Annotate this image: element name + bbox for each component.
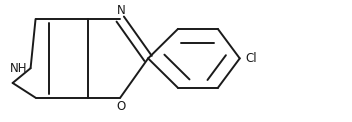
Text: N: N bbox=[117, 4, 126, 17]
Text: O: O bbox=[117, 100, 126, 113]
Text: NH: NH bbox=[10, 62, 27, 75]
Text: Cl: Cl bbox=[246, 52, 257, 65]
